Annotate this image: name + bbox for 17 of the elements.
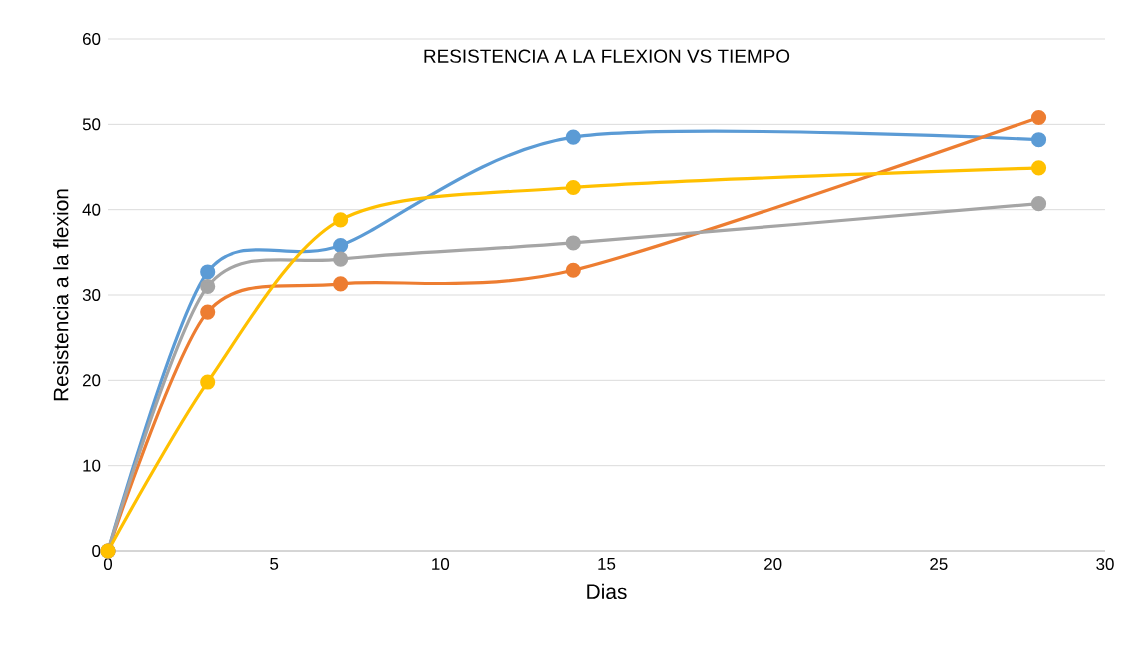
y-tick-label: 50 [82, 118, 101, 131]
x-tick-label: 15 [598, 558, 616, 570]
y-axis-title: Resistencia a la flexion [53, 189, 69, 401]
y-tick-label: 0 [92, 545, 101, 557]
y-tick-label: 10 [83, 459, 101, 472]
x-tick-label: 0 [103, 558, 113, 571]
x-tick-label: 20 [764, 558, 782, 571]
x-tick-label: 5 [270, 558, 279, 570]
y-tick-label: 40 [82, 203, 101, 216]
y-tick-label: 60 [83, 33, 101, 45]
y-tick-label: 30 [82, 289, 101, 301]
x-axis-title: Dias [587, 583, 627, 600]
x-tick-label: 25 [930, 558, 948, 571]
y-tick-label: 20 [82, 374, 101, 387]
x-tick-label: 10 [432, 558, 450, 571]
x-tick-label: 30 [1096, 558, 1114, 571]
chart-title: RESISTENCIA A LA FLEXION VS TIEMPO [424, 49, 790, 63]
